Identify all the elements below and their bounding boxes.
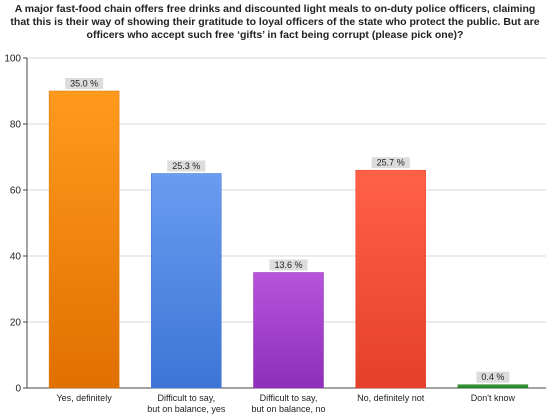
data-label-box [269, 259, 308, 271]
y-tick-label: 60 [10, 186, 22, 197]
chart-title-line: A major fast-food chain offers free drin… [14, 3, 536, 15]
y-tick-label: 80 [10, 120, 22, 131]
chart-title-line: that this is their way of showing their … [10, 16, 540, 28]
x-tick-label: No, definitely not [357, 393, 425, 403]
x-tick-label: but on balance, no [251, 404, 325, 414]
bar [355, 169, 426, 389]
y-tick-label: 0 [15, 384, 21, 395]
bar [48, 90, 120, 389]
y-tick-label: 40 [10, 252, 22, 263]
y-tick-label: 100 [4, 54, 21, 65]
bar [253, 272, 324, 389]
x-tick-label: Yes, definitely [56, 393, 112, 403]
data-label: 13.6 % [274, 260, 302, 270]
data-label-box [167, 160, 206, 172]
y-tick-label: 20 [10, 318, 22, 329]
labels: 35.0 % Yes, definitely 25.3 % Difficult to … [56, 78, 516, 414]
bar [457, 384, 529, 389]
data-label: 25.7 % [377, 158, 405, 168]
data-label: 35.0 % [70, 79, 98, 89]
data-label: 25.3 % [172, 161, 200, 171]
x-tick-label: Difficult to say, [260, 393, 318, 403]
bar [151, 173, 222, 389]
x-tick-label: but on balance, yes [147, 404, 226, 414]
data-label: 0.4 % [481, 372, 504, 382]
x-tick-label: Don't know [471, 393, 516, 403]
data-label-box [476, 371, 510, 383]
data-label-box [65, 78, 104, 89]
x-tick-label: Difficult to say, [157, 393, 215, 403]
bars [48, 90, 529, 389]
chart-title-line: officers who accept such free ‘gifts’ in… [86, 29, 464, 41]
chart-title: A major fast-food chain offers free drin… [10, 3, 540, 42]
data-label-box [371, 157, 410, 169]
